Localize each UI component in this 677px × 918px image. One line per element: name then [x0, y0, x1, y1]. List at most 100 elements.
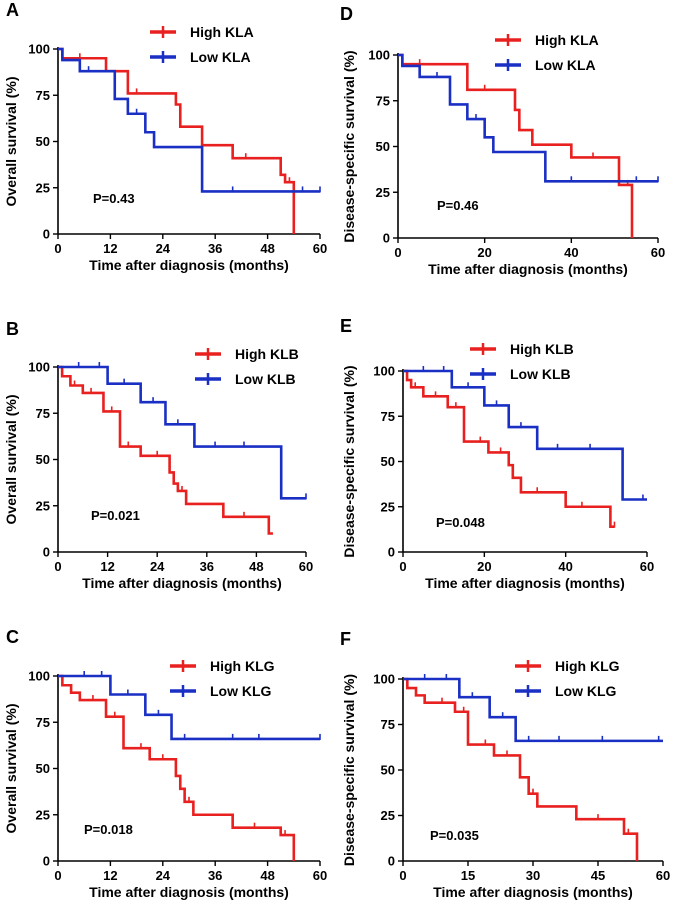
y-tick-label: 100: [373, 672, 395, 687]
survival-curve-low-kla: [58, 47, 320, 193]
p-value: P=0.43: [93, 191, 135, 206]
survival-curve-high-kla: [398, 53, 634, 238]
p-value: P=0.46: [437, 198, 479, 213]
x-tick-label: 60: [313, 241, 327, 256]
legend-label: Low KLB: [235, 371, 296, 387]
x-tick-label: 30: [526, 868, 540, 883]
y-tick-label: 25: [381, 499, 395, 514]
survival-curve-low-kla: [398, 53, 658, 183]
x-tick-label: 12: [100, 559, 114, 574]
survival-curve-high-kla: [58, 47, 296, 234]
x-tick-label: 0: [399, 559, 406, 574]
y-tick-label: 100: [373, 364, 395, 379]
x-tick-label: 60: [313, 868, 327, 883]
x-tick-label: 24: [156, 241, 171, 256]
survival-curve-low-klg: [58, 674, 320, 741]
y-tick-label: 25: [36, 807, 50, 822]
panel-letter: A: [6, 0, 19, 20]
legend-label: High KLA: [190, 24, 254, 40]
legend-label: Low KLG: [555, 683, 617, 699]
x-axis-label: Time after diagnosis (months): [82, 575, 282, 591]
x-tick-label: 0: [54, 241, 61, 256]
km-panel-f: F 0 25 50 75 100 0 15 30 45 60 Time after diagnosis…: [340, 629, 670, 900]
x-tick-label: 36: [208, 868, 222, 883]
y-tick-label: 100: [28, 669, 50, 684]
x-tick-label: 24: [156, 868, 171, 883]
x-tick-label: 40: [564, 245, 578, 260]
y-tick-label: 50: [381, 763, 395, 778]
x-tick-label: 48: [249, 559, 263, 574]
y-tick-label: 0: [388, 854, 395, 869]
y-tick-label: 100: [28, 42, 50, 57]
x-tick-label: 12: [103, 241, 117, 256]
x-tick-label: 15: [461, 868, 475, 883]
survival-curve-low-klg: [403, 677, 663, 743]
y-tick-label: 75: [381, 409, 395, 424]
panel-letter: C: [6, 627, 19, 647]
legend-label: Low KLA: [535, 57, 596, 73]
y-axis-label: Overall survival (%): [3, 395, 19, 525]
y-tick-label: 0: [383, 231, 390, 246]
km-panel-a: A 0 25 50 75 100 0 12 24 36 48 60 Time after diagnos…: [3, 0, 327, 273]
p-value: P=0.048: [436, 515, 485, 530]
panel-letter: D: [340, 4, 353, 24]
x-tick-label: 60: [299, 559, 313, 574]
y-tick-label: 100: [28, 360, 50, 375]
km-panel-e: E 0 25 50 75 100 0 20 40 60 Time after diagnosis (…: [340, 316, 654, 591]
y-tick-label: 75: [36, 715, 50, 730]
x-tick-label: 0: [394, 245, 401, 260]
y-tick-label: 0: [43, 545, 50, 560]
x-tick-label: 36: [200, 559, 214, 574]
legend-label: Low KLG: [210, 683, 272, 699]
survival-curve-high-klb: [58, 365, 273, 535]
y-tick-label: 100: [368, 48, 390, 63]
x-axis-label: Time after diagnosis (months): [89, 884, 289, 900]
survival-curve-high-klb: [403, 369, 615, 528]
x-tick-label: 0: [54, 868, 61, 883]
y-tick-label: 50: [36, 134, 50, 149]
x-tick-label: 60: [656, 868, 670, 883]
y-tick-label: 75: [381, 717, 395, 732]
panel-letter: F: [340, 629, 351, 649]
y-tick-label: 0: [43, 854, 50, 869]
x-axis-label: Time after diagnosis (months): [425, 575, 625, 591]
panel-letter: E: [340, 316, 352, 336]
x-tick-label: 48: [260, 868, 274, 883]
x-tick-label: 0: [54, 559, 61, 574]
x-tick-label: 60: [640, 559, 654, 574]
y-tick-label: 50: [36, 452, 50, 467]
x-tick-label: 0: [399, 868, 406, 883]
x-tick-label: 45: [591, 868, 605, 883]
y-tick-label: 25: [36, 180, 50, 195]
y-tick-label: 0: [388, 545, 395, 560]
x-axis-label: Time after diagnosis (months): [89, 257, 289, 273]
y-tick-label: 50: [36, 761, 50, 776]
x-tick-label: 40: [558, 559, 572, 574]
x-axis-label: Time after diagnosis (months): [428, 261, 628, 277]
y-tick-label: 50: [381, 454, 395, 469]
legend-label: High KLB: [510, 341, 574, 357]
km-panel-d: D 0 25 50 75 100 0 20 40 60 Time after diagnosis (…: [340, 4, 665, 277]
y-axis-label: Disease-specific survival (%): [341, 674, 357, 866]
legend-label: High KLG: [210, 658, 275, 674]
x-tick-label: 20: [477, 559, 491, 574]
survival-curve-low-klb: [58, 365, 306, 500]
legend-label: High KLA: [535, 32, 599, 48]
y-axis-label: Disease-specific survival (%): [341, 50, 357, 242]
y-tick-label: 75: [376, 93, 390, 108]
km-panel-b: B 0 25 50 75 100 0 12 24 36 48 60 Time after diagnos…: [3, 319, 313, 591]
y-tick-label: 0: [43, 227, 50, 242]
legend-label: High KLG: [555, 658, 620, 674]
x-tick-label: 24: [150, 559, 165, 574]
x-tick-label: 36: [208, 241, 222, 256]
panel-letter: B: [6, 319, 19, 339]
x-axis-label: Time after diagnosis (months): [433, 884, 633, 900]
p-value: P=0.018: [84, 822, 133, 837]
y-tick-label: 25: [36, 498, 50, 513]
y-axis-label: Disease-specific survival (%): [341, 365, 357, 557]
x-tick-label: 12: [103, 868, 117, 883]
y-tick-label: 75: [36, 88, 50, 103]
y-tick-label: 25: [381, 808, 395, 823]
p-value: P=0.021: [91, 508, 140, 523]
y-axis-label: Overall survival (%): [3, 77, 19, 207]
